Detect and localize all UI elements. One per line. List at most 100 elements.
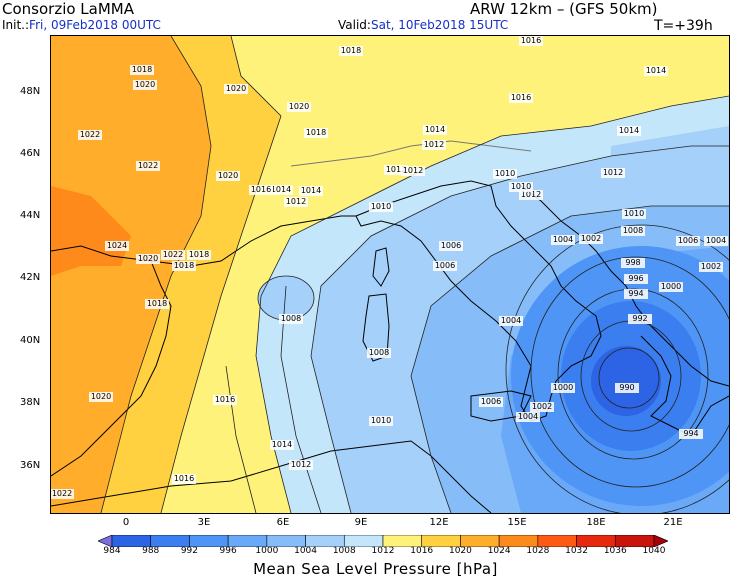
isobar-label-bg [423, 125, 447, 135]
isobar-label-bg [704, 236, 728, 246]
isobar-label: 1004 [553, 235, 573, 244]
lat-label-48n: 48N [20, 86, 41, 97]
isobar-label: 1014 [646, 66, 666, 75]
isobar-label-bg [499, 316, 523, 326]
isobar-label: 994 [628, 289, 643, 298]
model-title: ARW 12km – (GFS 50km) [470, 0, 658, 18]
isobar-label-bg [659, 282, 683, 292]
colorbar-value: 1024 [487, 546, 511, 556]
alps-border [290, 140, 532, 167]
isobar-label-bg [136, 161, 160, 171]
field-1028 [51, 186, 131, 276]
isobar-label-bg [439, 241, 463, 251]
isobar-label-bg [479, 397, 503, 407]
isobar-label: 1008 [369, 348, 389, 357]
isobar-label: 1016 [511, 93, 531, 102]
colorbar-value: 1032 [565, 546, 589, 556]
valid-value: Sat, 10Feb2018 15UTC [370, 18, 509, 32]
isobar-label-bg [384, 165, 408, 175]
isobar-label: 1008 [281, 314, 301, 323]
isobar-label: 1002 [701, 262, 721, 271]
isobar-label: 1020 [138, 254, 158, 263]
colorbar-high-arrow [653, 535, 668, 547]
isobar-label-bg [289, 460, 313, 470]
isobar-label: 1016 [521, 36, 541, 45]
colorbar-value: 1020 [448, 546, 472, 556]
isobar-label: 1016 [174, 474, 194, 483]
isobar-label-bg [270, 440, 294, 450]
isobar-label: 990 [619, 383, 634, 392]
isobar-label-bg [269, 185, 293, 195]
isobar-label: 1014 [301, 186, 321, 195]
isobar-label-bg [130, 65, 154, 75]
isobar-label: 1018 [132, 65, 152, 74]
isobar-label-bg [216, 171, 240, 181]
isobar-990 [598, 347, 660, 409]
pressure-map-svg: 1018 1016 1016 1014 1014 1018 1020 1020 1020 1018… [51, 36, 729, 513]
isobar-label-bg [284, 197, 308, 207]
isobar-label: 1016 [251, 185, 271, 194]
isobar-1020 [160, 36, 282, 513]
isobar-label: 1004 [706, 236, 726, 245]
isobar-label: 1018 [174, 261, 194, 270]
isobar-998 [505, 224, 729, 513]
isobar-label: 1006 [481, 397, 501, 406]
isobar-label-bg [615, 383, 639, 393]
isobar-label-bg [628, 314, 652, 324]
isobar-label: 992 [632, 314, 647, 323]
small-low [258, 276, 314, 320]
isobar-label-bg [601, 168, 625, 178]
isobar-label: 1020 [91, 392, 111, 401]
isobar-label-bg [304, 128, 328, 138]
isobar-label-bg [172, 474, 196, 484]
colorbar-value: 992 [180, 546, 199, 556]
isobar-1008 [310, 145, 729, 513]
isobar-label-bg [287, 102, 311, 112]
colorbar-value: 1040 [642, 546, 666, 556]
sardinia-coast [362, 293, 390, 362]
isobar-label-bg [145, 299, 169, 309]
forecast-step: T=+39h [654, 18, 713, 34]
isobar-label: 1020 [226, 84, 246, 93]
isobar-label: 996 [628, 274, 643, 283]
isobar-label-bg [519, 36, 543, 46]
lat-label-42n: 42N [20, 272, 41, 283]
isobar-label-bg [136, 254, 160, 264]
isobar-label: 1020 [218, 171, 238, 180]
lon-label-3e: 3E [197, 517, 211, 528]
isobar-label: 1022 [138, 161, 158, 170]
colorbar-value: 1008 [332, 546, 356, 556]
isobar-1012 [255, 95, 729, 513]
isobar-label: 1014 [272, 440, 292, 449]
isobar-label-bg [187, 250, 211, 260]
isobar-label-bg [105, 241, 129, 251]
isobar-label-bg [509, 93, 533, 103]
isobar-label: 1006 [678, 236, 698, 245]
isobar-label: 1010 [624, 209, 644, 218]
africa-coast [51, 440, 492, 513]
field-988 [591, 346, 661, 416]
isobar-label-bg [401, 166, 425, 176]
isobar-label: 1012 [286, 197, 306, 206]
colorbar-value: 1000 [255, 546, 279, 556]
colorbar-value: 1036 [603, 546, 627, 556]
isobar-1024 [100, 36, 212, 513]
lon-label-12e: 12E [429, 517, 449, 528]
isobar-label-bg [369, 416, 393, 426]
isobar-label: 1020 [135, 80, 155, 89]
greece-coast [640, 335, 729, 437]
isobar-label: 1010 [371, 416, 391, 425]
isobar-label: 1018 [306, 128, 326, 137]
isobar-label: 1018 [147, 299, 167, 308]
isobar-label-bg [621, 258, 645, 268]
lat-label-40n: 40N [20, 335, 41, 346]
spain-coast [51, 260, 172, 477]
isobar-label-bg [699, 262, 723, 272]
colorbar [98, 535, 668, 547]
isobar-label-bg [133, 80, 157, 90]
colorbar-value: 1028 [526, 546, 550, 556]
isobar-label: 1010 [495, 169, 515, 178]
isobar-label: 1018 [189, 250, 209, 259]
lat-label-38n: 38N [20, 397, 41, 408]
isobar-label-bg [172, 261, 196, 271]
